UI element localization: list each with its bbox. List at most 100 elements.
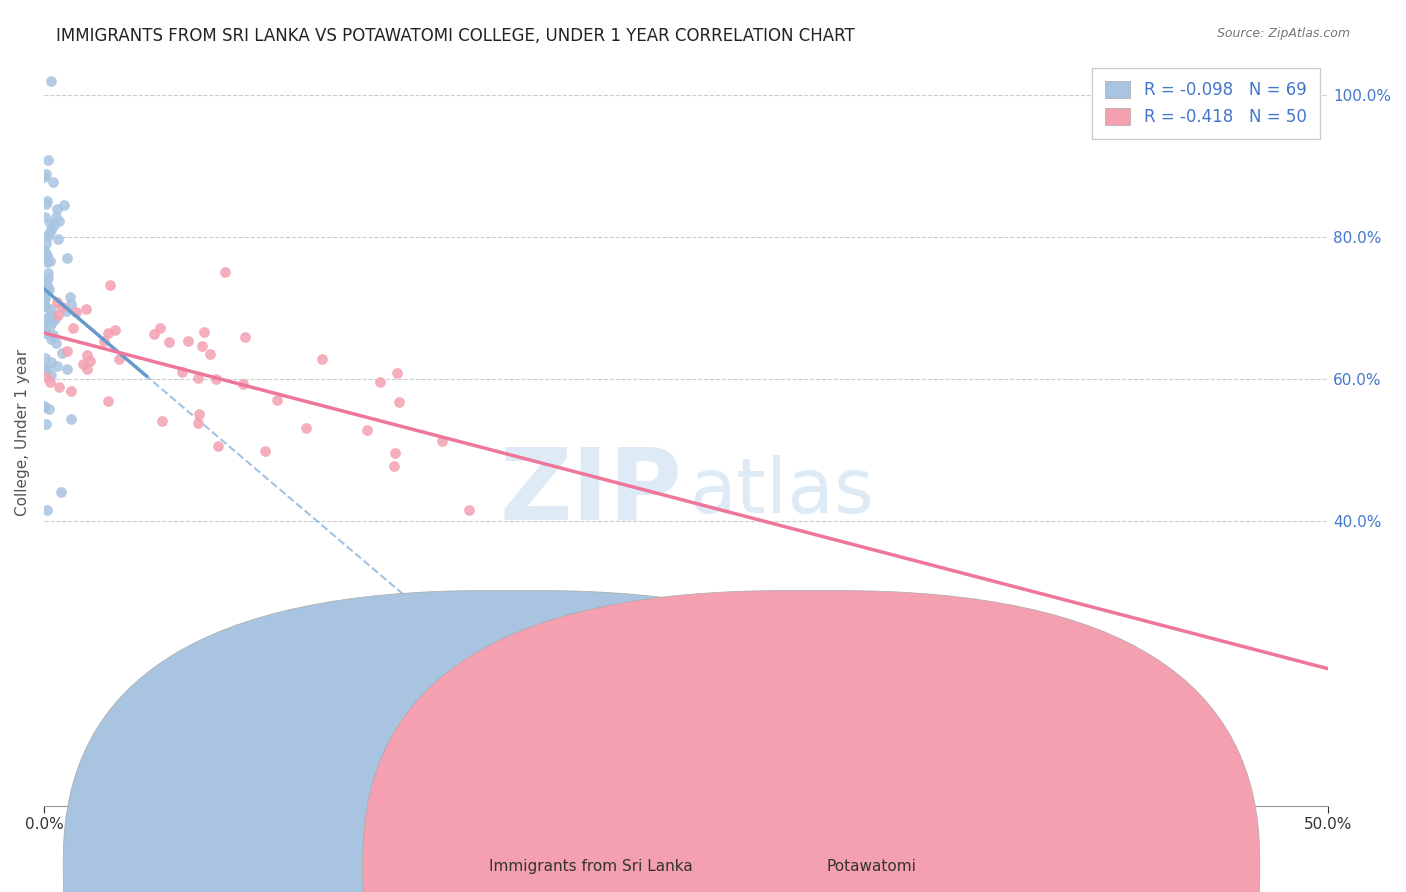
- Point: [149, 321, 172, 335]
- Point: [253, 443, 276, 458]
- Point: [56, 362, 79, 376]
- Point: [34, 417, 56, 431]
- Point: [35, 313, 58, 327]
- Point: [97, 393, 120, 408]
- Point: [232, 376, 254, 391]
- Point: [52, 198, 75, 212]
- Point: [37, 266, 59, 280]
- Point: [51, 346, 73, 360]
- Point: [35, 370, 58, 384]
- Point: [191, 339, 214, 353]
- Point: [193, 325, 215, 339]
- Text: ZIP: ZIP: [499, 444, 682, 541]
- Point: [39, 307, 62, 321]
- Point: [35, 248, 58, 262]
- Point: [98, 278, 121, 293]
- Point: [56, 251, 79, 265]
- Point: [34, 280, 56, 294]
- Point: [34, 322, 56, 336]
- Point: [51, 484, 73, 499]
- Point: [150, 414, 173, 428]
- Point: [103, 323, 125, 337]
- Point: [60, 384, 83, 399]
- Point: [458, 502, 481, 516]
- Point: [356, 423, 378, 437]
- Point: [38, 402, 60, 417]
- Point: [39, 223, 62, 237]
- Point: [46, 294, 69, 309]
- Point: [35, 249, 58, 263]
- Point: [37, 229, 59, 244]
- Point: [37, 270, 59, 285]
- Point: [45, 210, 67, 224]
- Point: [46, 232, 69, 246]
- Point: [44, 312, 66, 326]
- Point: [39, 368, 62, 382]
- Text: atlas: atlas: [690, 455, 875, 529]
- Point: [34, 245, 56, 260]
- Point: [35, 503, 58, 517]
- Point: [38, 216, 60, 230]
- Point: [55, 304, 77, 318]
- Point: [65, 304, 87, 318]
- Point: [45, 202, 67, 217]
- Point: [48, 308, 70, 322]
- Point: [34, 400, 56, 414]
- Point: [34, 299, 56, 313]
- Text: Source: ZipAtlas.com: Source: ZipAtlas.com: [1216, 27, 1350, 40]
- Point: [207, 439, 229, 453]
- Point: [35, 310, 58, 325]
- Point: [32, 399, 55, 413]
- Point: [34, 299, 56, 313]
- Point: [72, 357, 94, 371]
- Point: [34, 211, 56, 225]
- Point: [93, 334, 115, 348]
- Point: [214, 265, 236, 279]
- Point: [48, 380, 70, 394]
- Point: [39, 333, 62, 347]
- Point: [79, 353, 101, 368]
- Point: [62, 321, 84, 335]
- Point: [170, 365, 193, 379]
- Point: [75, 302, 97, 317]
- Point: [37, 278, 59, 293]
- Point: [34, 291, 56, 305]
- Point: [32, 293, 55, 307]
- Point: [204, 372, 226, 386]
- Point: [187, 407, 209, 421]
- Legend: R = -0.098   N = 69, R = -0.418   N = 50: R = -0.098 N = 69, R = -0.418 N = 50: [1092, 68, 1320, 139]
- Point: [157, 334, 180, 349]
- Point: [176, 334, 198, 348]
- Point: [187, 371, 209, 385]
- Point: [46, 359, 69, 374]
- Point: [39, 318, 62, 333]
- Point: [143, 326, 166, 341]
- Point: [37, 153, 59, 168]
- Point: [97, 326, 120, 340]
- Point: [76, 348, 98, 362]
- Point: [34, 243, 56, 257]
- Point: [32, 362, 55, 376]
- Point: [38, 282, 60, 296]
- Point: [34, 351, 56, 366]
- Point: [42, 175, 65, 189]
- Point: [59, 296, 82, 310]
- Point: [35, 167, 58, 181]
- Point: [187, 416, 209, 430]
- Point: [432, 434, 454, 449]
- Point: [37, 284, 59, 298]
- Point: [35, 235, 58, 250]
- Point: [198, 346, 221, 360]
- Point: [388, 395, 411, 409]
- Point: [34, 289, 56, 303]
- Point: [38, 226, 60, 240]
- Point: [51, 300, 73, 314]
- Text: Potawatomi: Potawatomi: [827, 859, 917, 874]
- Text: IMMIGRANTS FROM SRI LANKA VS POTAWATOMI COLLEGE, UNDER 1 YEAR CORRELATION CHART: IMMIGRANTS FROM SRI LANKA VS POTAWATOMI …: [56, 27, 855, 45]
- Point: [35, 362, 58, 376]
- Point: [42, 219, 65, 233]
- Y-axis label: College, Under 1 year: College, Under 1 year: [15, 349, 30, 516]
- Point: [108, 351, 131, 366]
- Point: [34, 273, 56, 287]
- Point: [42, 328, 65, 343]
